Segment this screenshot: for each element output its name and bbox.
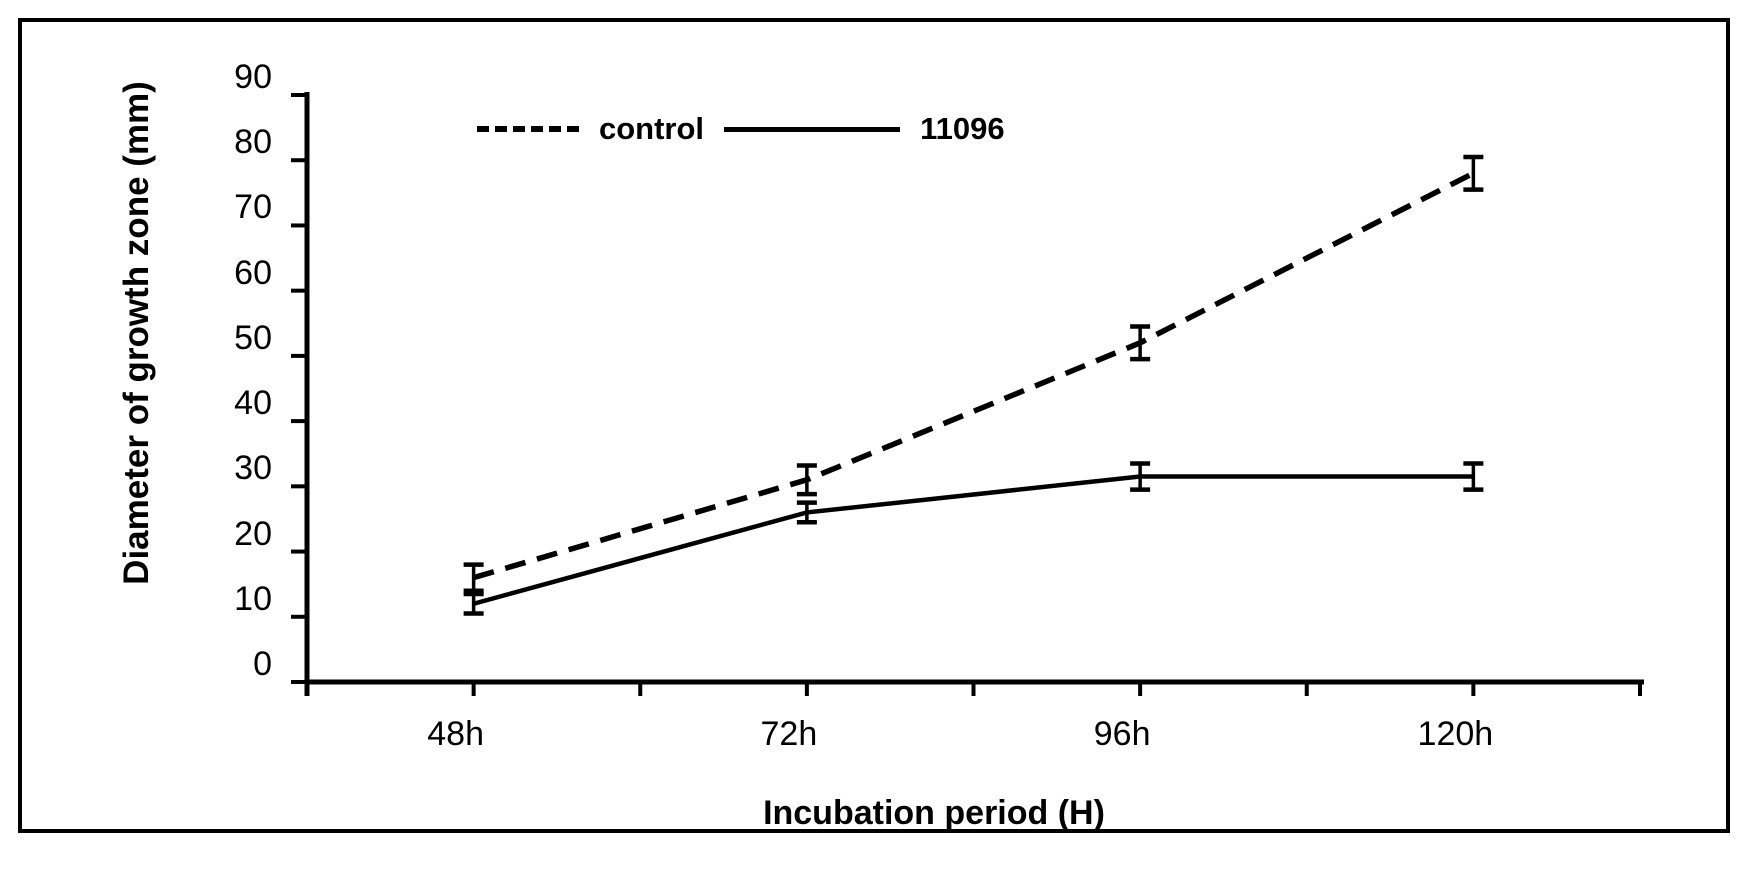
x-axis-title: Incubation period (H) — [763, 794, 1105, 832]
y-tick-label: 40 — [234, 384, 272, 423]
figure-border: Diameter of growth zone (mm) Incubation … — [18, 18, 1730, 833]
y-tick-label: 50 — [234, 318, 272, 357]
legend-label-control: control — [599, 111, 705, 146]
series-line-control — [472, 170, 1475, 581]
dashed-line-sample-icon — [477, 126, 579, 132]
y-tick-label: 60 — [234, 253, 272, 292]
legend: control 11096 — [477, 106, 1005, 152]
chart-plot-area — [291, 92, 1644, 696]
y-tick-label: 30 — [234, 449, 272, 488]
y-tick-label: 80 — [234, 123, 272, 162]
y-tick-label: 70 — [234, 188, 272, 227]
y-tick-label: 10 — [234, 579, 272, 618]
solid-line-sample-icon — [724, 126, 901, 132]
x-tick-label: 72h — [760, 715, 818, 753]
x-tick-label: 48h — [427, 715, 484, 753]
y-tick-label: 90 — [234, 58, 272, 96]
y-axis-title: Diameter of growth zone (mm) — [117, 81, 156, 585]
legend-label-11096: 11096 — [920, 111, 1005, 146]
x-tick-label: 120h — [1417, 715, 1494, 753]
y-tick-label: 0 — [253, 645, 272, 683]
y-tick-label: 20 — [234, 514, 272, 553]
x-tick-label: 96h — [1093, 715, 1151, 753]
series-line-11096 — [473, 474, 1474, 606]
